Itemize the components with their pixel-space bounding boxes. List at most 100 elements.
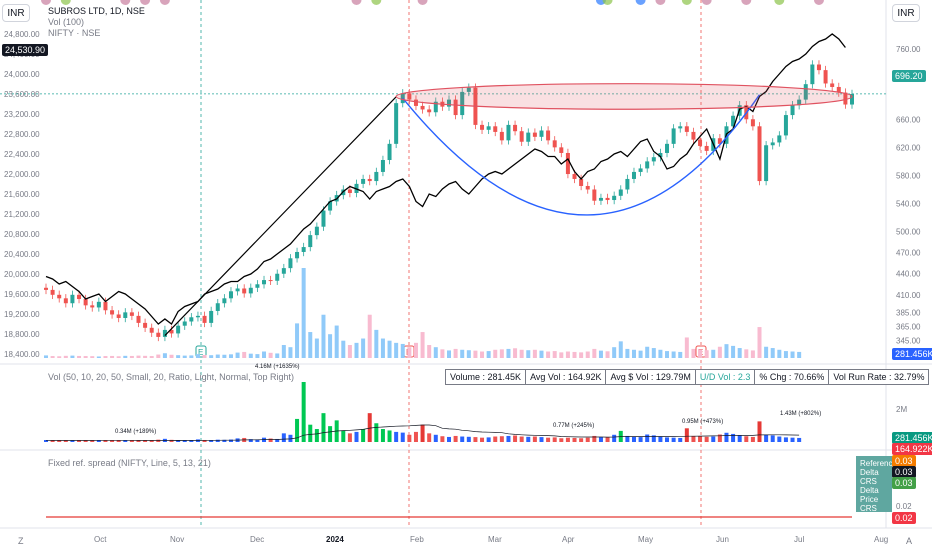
- main-volume-bar: [321, 314, 326, 358]
- main-volume-bar: [744, 349, 749, 358]
- spread-panel-legend[interactable]: Fixed ref. spread (NIFTY, Line, 5, 13, 2…: [48, 458, 211, 468]
- volume-legend[interactable]: Vol (100): [48, 17, 85, 27]
- candle-body: [638, 168, 643, 172]
- spread-signal-marker: [60, 0, 71, 5]
- symbol-legend[interactable]: SUBROS LTD, 1D, NSE: [48, 6, 145, 16]
- main-volume-bar: [288, 347, 293, 358]
- candle-body: [565, 152, 570, 175]
- price-tick-label: 345.00: [896, 336, 921, 345]
- volume-bar: [658, 436, 663, 442]
- candle-body: [129, 312, 134, 316]
- volume-bar: [136, 440, 141, 442]
- volume-bar: [387, 430, 392, 442]
- time-tick-label: Dec: [250, 535, 264, 544]
- volume-panel-legend[interactable]: Vol (50, 10, 20, 50, Small, 20, Ratio, L…: [48, 372, 294, 382]
- resistance-ellipse: [395, 83, 853, 110]
- main-volume-bar: [308, 332, 313, 358]
- volume-bar: [176, 440, 181, 442]
- candle-body: [572, 174, 577, 179]
- main-volume-bar: [519, 349, 524, 358]
- main-volume-bar: [275, 353, 280, 358]
- candle-body: [539, 130, 544, 137]
- candle: [816, 60, 821, 75]
- candle-body: [625, 178, 630, 190]
- main-volume-bar: [493, 349, 498, 358]
- timezone-icon[interactable]: Z: [18, 536, 24, 546]
- main-volume-bar: [684, 337, 689, 358]
- volume-bar: [407, 434, 412, 442]
- candle: [295, 247, 300, 263]
- candle-body: [374, 171, 379, 182]
- vol-red-badge: 164.922K: [892, 443, 932, 455]
- candle-body: [750, 119, 755, 127]
- candle-body: [420, 105, 425, 110]
- candle: [552, 136, 557, 152]
- main-volume-bar: [44, 355, 48, 358]
- candle: [777, 131, 782, 147]
- candle: [631, 167, 636, 184]
- candle-body: [235, 288, 240, 292]
- candle: [420, 101, 425, 114]
- volume-bar: [480, 437, 485, 442]
- candle: [678, 122, 683, 133]
- candle: [565, 148, 570, 179]
- candle: [129, 308, 134, 321]
- nifty-tick-label: 18,400.00: [4, 350, 40, 359]
- candle-body: [513, 124, 518, 132]
- volume-bar: [255, 439, 260, 442]
- nifty-tick-label: 22,400.00: [4, 150, 40, 159]
- candle-body: [618, 189, 623, 196]
- nifty-tick-label: 22,000.00: [4, 170, 40, 179]
- price-tick-label: 580.00: [896, 171, 921, 180]
- candle-body: [526, 132, 531, 142]
- candle: [513, 120, 518, 136]
- candle: [301, 242, 306, 257]
- candle: [242, 284, 247, 298]
- main-volume-bar: [598, 350, 603, 358]
- main-volume-bar: [750, 350, 755, 358]
- candle: [546, 126, 551, 145]
- volume-bar: [552, 437, 557, 442]
- volume-bar: [427, 433, 432, 442]
- volume-bar: [665, 437, 670, 442]
- nifty-legend[interactable]: NIFTY · NSE: [48, 28, 101, 38]
- main-volume-bar: [222, 354, 227, 358]
- candle: [823, 65, 828, 88]
- nifty-tick-label: 20,000.00: [4, 270, 40, 279]
- volume-bar: [149, 440, 154, 442]
- volume-bar: [321, 413, 326, 442]
- candle-body: [195, 315, 200, 318]
- main-volume-bar: [704, 350, 709, 358]
- candle-body: [651, 157, 656, 162]
- main-volume-bar: [235, 352, 240, 358]
- volume-bar: [777, 436, 782, 442]
- main-volume-bar: [136, 355, 141, 358]
- price-tick-label: 470.00: [896, 249, 921, 258]
- candle-body: [110, 310, 115, 315]
- candle: [519, 127, 524, 146]
- main-volume-bar: [453, 348, 458, 358]
- candle: [367, 174, 372, 186]
- main-volume-bar: [559, 352, 564, 358]
- candle-body: [790, 105, 795, 116]
- volume-bar: [447, 436, 451, 442]
- volume-bar: [57, 440, 62, 442]
- currency-button-right[interactable]: INR: [892, 4, 920, 22]
- main-volume-bar: [532, 349, 537, 358]
- volume-bar: [684, 428, 689, 442]
- main-volume-bar: [447, 350, 451, 358]
- candle: [638, 164, 643, 177]
- main-volume-bar: [367, 314, 372, 358]
- candle-body: [407, 93, 412, 100]
- nifty-tick-label: 18,800.00: [4, 330, 40, 339]
- currency-button-left[interactable]: INR: [2, 4, 30, 22]
- candle-body: [176, 325, 181, 334]
- spread-side-labels: Reference Delta CRS Delta Price CRS Tren…: [856, 456, 892, 512]
- auto-scale-icon[interactable]: A: [906, 536, 913, 546]
- volume-bar: [797, 437, 802, 442]
- main-volume-bar: [103, 356, 108, 358]
- main-volume-bar: [665, 351, 670, 358]
- main-volume-bar: [202, 354, 207, 358]
- candle: [413, 95, 418, 111]
- candle-body: [816, 64, 821, 71]
